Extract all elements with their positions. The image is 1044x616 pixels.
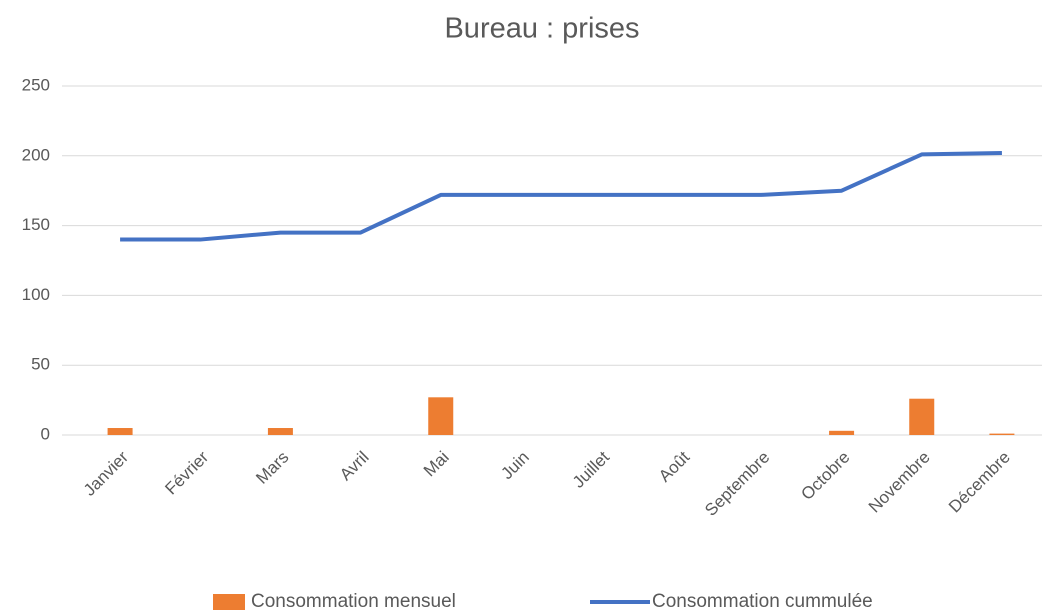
legend-swatch [213, 594, 245, 610]
bar [909, 398, 935, 435]
bar [989, 433, 1015, 435]
y-tick-label: 0 [41, 424, 50, 443]
x-tick-label: Mai [420, 448, 453, 481]
chart-title: Bureau : prises [444, 13, 639, 45]
x-tick-label: Août [655, 447, 693, 485]
x-tick-label: Juin [497, 448, 532, 483]
bar [428, 397, 454, 435]
y-tick-label: 200 [22, 145, 50, 164]
y-tick-label: 100 [22, 285, 50, 304]
x-tick-label: Février [161, 447, 212, 498]
x-tick-label: Décembre [945, 448, 1014, 517]
bar [107, 428, 133, 435]
y-tick-label: 150 [22, 215, 50, 234]
x-tick-label: Octobre [797, 448, 853, 504]
bar [267, 428, 293, 435]
x-tick-label: Avril [336, 448, 373, 485]
legend-label: Consommation cummulée [652, 591, 873, 612]
bar [829, 430, 855, 435]
y-tick-label: 50 [31, 355, 50, 374]
x-tick-label: Juillet [569, 447, 613, 491]
x-tick-label: Septembre [701, 448, 773, 520]
x-tick-label: Janvier [80, 447, 132, 499]
x-tick-label: Novembre [865, 448, 934, 517]
x-tick-label: Mars [252, 448, 292, 488]
y-tick-label: 250 [22, 75, 50, 94]
legend-label: Consommation mensuel [251, 591, 456, 612]
line [120, 151, 1002, 242]
